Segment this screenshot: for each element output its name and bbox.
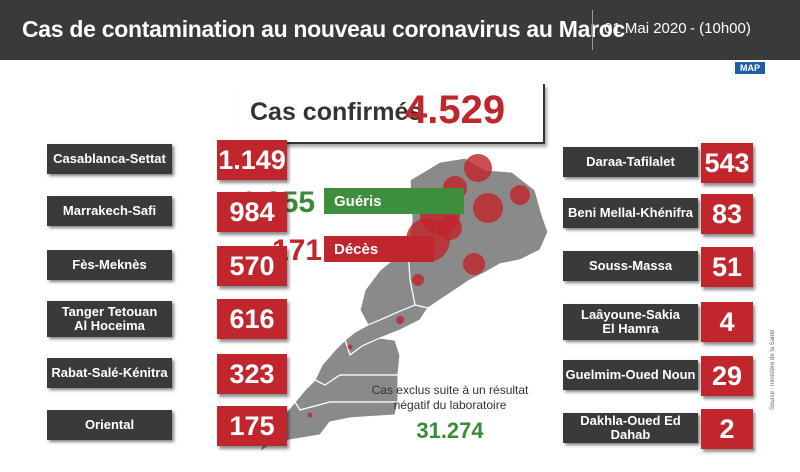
region-value: 543 xyxy=(701,143,753,183)
recovered-label: Guéris xyxy=(324,188,464,214)
region-name: Casablanca-Settat xyxy=(47,144,172,174)
region-card-rabat-sale-kenitra: Rabat-Salé-Kénitra 323 xyxy=(47,354,287,394)
region-name: Tanger Tetouan Al Hoceima xyxy=(47,301,172,337)
region-card-laayoune-sakia-el-hamra: Laâyoune-Sakia El Hamra 4 xyxy=(563,302,753,342)
bubble-daraa xyxy=(463,253,485,275)
excluded-cases-text: Cas exclus suite à un résultat négatif d… xyxy=(360,383,540,413)
confirmed-value: 4.529 xyxy=(405,88,506,132)
region-name: Oriental xyxy=(47,410,172,440)
deaths-label: Décès xyxy=(324,236,434,262)
region-value: 2 xyxy=(701,409,753,449)
bubble-guelmim xyxy=(396,316,404,324)
confirmed-label: Cas confirmés xyxy=(250,98,423,126)
bubble-beni-mellal xyxy=(438,216,462,240)
region-name: Dakhla-Oued Ed Dahab xyxy=(563,413,698,443)
region-name: Daraa-Tafilalet xyxy=(563,147,698,177)
region-name: Guelmim-Oued Noun xyxy=(563,360,698,390)
region-name: Laâyoune-Sakia El Hamra xyxy=(563,304,698,340)
region-card-oriental: Oriental 175 xyxy=(47,406,287,446)
region-value: 570 xyxy=(217,246,287,286)
region-card-casablanca-settat: Casablanca-Settat 1.149 xyxy=(47,140,287,180)
bubble-dakhla xyxy=(307,412,313,418)
region-card-tanger-tetouan: Tanger Tetouan Al Hoceima 616 xyxy=(47,299,287,339)
region-value: 616 xyxy=(217,299,287,339)
region-card-dakhla-oued-ed-dahab: Dakhla-Oued Ed Dahab 2 xyxy=(563,409,753,449)
bubble-laayoune xyxy=(347,344,353,350)
bubble-tanger xyxy=(464,154,492,182)
region-name: Beni Mellal-Khénifra xyxy=(563,198,698,228)
bubble-fes xyxy=(473,193,503,223)
region-card-beni-mellal-khenifra: Beni Mellal-Khénifra 83 xyxy=(563,194,753,234)
header-divider xyxy=(592,10,593,50)
region-value: 51 xyxy=(701,247,753,287)
header-time: - (10h00) xyxy=(690,20,751,37)
region-value: 323 xyxy=(217,354,287,394)
confirmed-cases-box: Cas confirmés 4.529 xyxy=(240,84,545,144)
bubble-oriental xyxy=(510,185,530,205)
region-value: 29 xyxy=(701,356,753,396)
region-name: Rabat-Salé-Kénitra xyxy=(47,358,172,388)
region-value: 1.149 xyxy=(217,140,287,180)
region-value: 4 xyxy=(701,302,753,342)
map-agency-logo: MAP xyxy=(735,62,765,74)
region-value: 984 xyxy=(217,192,287,232)
header-bar: Cas de contamination au nouveau coronavi… xyxy=(0,0,800,60)
region-card-daraa-tafilalet: Daraa-Tafilalet 543 xyxy=(563,143,753,183)
region-name: Marrakech-Safi xyxy=(47,196,172,226)
region-card-marrakech-safi: Marrakech-Safi 984 xyxy=(47,192,287,232)
region-value: 83 xyxy=(701,194,753,234)
source-note: Source : ministère de la Santé xyxy=(770,329,776,410)
region-name: Souss-Massa xyxy=(563,251,698,281)
region-card-guelmim-oued-noun: Guelmim-Oued Noun 29 xyxy=(563,356,753,396)
bubble-souss xyxy=(412,274,424,286)
region-card-souss-massa: Souss-Massa 51 xyxy=(563,247,753,287)
region-name: Fès-Meknès xyxy=(47,250,172,280)
region-value: 175 xyxy=(217,406,287,446)
page-title: Cas de contamination au nouveau coronavi… xyxy=(22,16,625,42)
excluded-text-line1: Cas exclus suite à un résultat xyxy=(371,383,529,397)
region-card-fes-meknes: Fès-Meknès 570 xyxy=(47,246,287,286)
excluded-text-line2: négatif du laboratoire xyxy=(393,398,507,412)
excluded-cases-value: 31.274 xyxy=(416,418,484,443)
header-date: 01 Mai 2020 xyxy=(604,20,687,37)
